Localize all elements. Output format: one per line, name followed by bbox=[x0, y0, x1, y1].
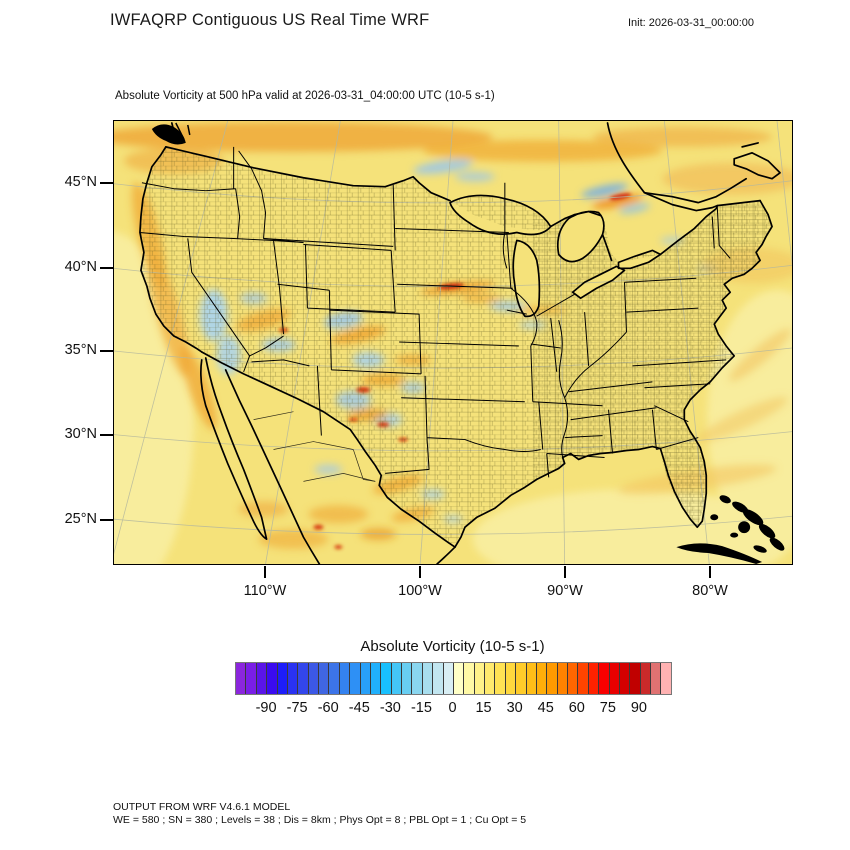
colorbar-tick-label: -75 bbox=[286, 700, 308, 716]
lat-tick-label: 45°N bbox=[64, 174, 97, 191]
colorbar-cell bbox=[516, 663, 527, 694]
colorbar-cell bbox=[308, 663, 319, 694]
colorbar-cell bbox=[485, 663, 496, 694]
colorbar-cell bbox=[298, 663, 309, 694]
colorbar-cell bbox=[402, 663, 413, 694]
colorbar-tick-label: -45 bbox=[348, 700, 370, 716]
footer-line-2: WE = 580 ; SN = 380 ; Levels = 38 ; Dis … bbox=[113, 814, 527, 826]
colorbar-cell bbox=[630, 663, 641, 694]
colorbar-cell bbox=[453, 663, 465, 694]
colorbar-cell bbox=[277, 663, 288, 694]
colorbar-cell bbox=[381, 663, 392, 694]
colorbar-cell bbox=[391, 663, 402, 694]
colorbar-cell bbox=[339, 663, 351, 694]
colorbar-tick-label: -60 bbox=[317, 700, 339, 716]
colorbar-cell bbox=[505, 663, 517, 694]
lon-tick-mark bbox=[419, 566, 422, 578]
mexico-state-lines bbox=[253, 411, 376, 482]
colorbar-tick-label: 15 bbox=[475, 700, 492, 716]
colorbar-cell bbox=[609, 663, 620, 694]
colorbar-cell bbox=[495, 663, 506, 694]
colorbar-cell bbox=[412, 663, 423, 694]
colorbar-cell bbox=[287, 663, 299, 694]
lat-tick-mark bbox=[100, 349, 113, 352]
colorbar-cell bbox=[661, 663, 671, 694]
colorbar-cell bbox=[329, 663, 340, 694]
colorbar-tick-label: 30 bbox=[506, 700, 523, 716]
caribbean-islands bbox=[676, 495, 785, 564]
lat-tick-label: 40°N bbox=[64, 259, 97, 276]
init-timestamp: Init: 2026-03-31_00:00:00 bbox=[628, 17, 754, 29]
colorbar-cell bbox=[443, 663, 454, 694]
colorbar-tick-label: 0 bbox=[448, 700, 457, 716]
lat-tick-label: 35°N bbox=[64, 341, 97, 358]
colorbar-cell bbox=[256, 663, 268, 694]
colorbar-cell bbox=[267, 663, 278, 694]
vorticity-map bbox=[114, 121, 792, 564]
colorbar-tick-label: -30 bbox=[379, 700, 401, 716]
coastlines bbox=[139, 122, 781, 564]
lon-tick-mark bbox=[708, 566, 711, 578]
footer-line-1: OUTPUT FROM WRF V4.6.1 MODEL bbox=[113, 801, 291, 813]
lat-tick-mark bbox=[100, 267, 113, 270]
lat-tick-mark bbox=[100, 519, 113, 522]
lat-tick-label: 30°N bbox=[64, 426, 97, 443]
colorbar-cell bbox=[568, 663, 579, 694]
colorbar-cell bbox=[474, 663, 485, 694]
colorbar-cell bbox=[422, 663, 434, 694]
colorbar-cell bbox=[599, 663, 610, 694]
colorbar-cell bbox=[433, 663, 444, 694]
colorbar-cell bbox=[464, 663, 475, 694]
colorbar-cell bbox=[547, 663, 558, 694]
colorbar-cell bbox=[536, 663, 548, 694]
colorbar bbox=[235, 662, 672, 695]
colorbar-cell bbox=[360, 663, 371, 694]
map-subtitle: Absolute Vorticity at 500 hPa valid at 2… bbox=[115, 90, 495, 102]
colorbar-cell bbox=[640, 663, 651, 694]
colorbar-tick-labels: -90 -75 -60 -45 -30 -15 0 15 30 45 60 75 90 bbox=[235, 700, 670, 720]
colorbar-cell bbox=[588, 663, 600, 694]
colorbar-title: Absolute Vorticity (10-5 s-1) bbox=[360, 638, 545, 655]
colorbar-cell bbox=[370, 663, 382, 694]
page-title: IWFAQRP Contiguous US Real Time WRF bbox=[110, 11, 430, 29]
colorbar-tick-label: 45 bbox=[537, 700, 554, 716]
colorbar-tick-label: 90 bbox=[630, 700, 647, 716]
lat-tick-label: 25°N bbox=[64, 511, 97, 528]
model-footer: OUTPUT FROM WRF V4.6.1 MODEL WE = 580 ; … bbox=[113, 801, 526, 827]
lon-tick-label: 90°W bbox=[547, 583, 583, 599]
colorbar-tick-label: 75 bbox=[599, 700, 616, 716]
vancouver-island bbox=[151, 122, 191, 145]
state-boundaries bbox=[139, 146, 731, 478]
colorbar-cell bbox=[651, 663, 662, 694]
colorbar-cell bbox=[246, 663, 257, 694]
colorbar-tick-label: -90 bbox=[255, 700, 277, 716]
great-lakes bbox=[449, 194, 662, 318]
colorbar-cell bbox=[578, 663, 589, 694]
colorbar-cell bbox=[350, 663, 361, 694]
map-canvas bbox=[113, 120, 793, 565]
lon-tick-label: 80°W bbox=[692, 583, 728, 599]
lon-tick-mark bbox=[263, 566, 266, 578]
colorbar-tick-label: 60 bbox=[568, 700, 585, 716]
lon-tick-mark bbox=[563, 566, 566, 578]
lat-tick-mark bbox=[100, 182, 113, 185]
lat-tick-mark bbox=[100, 434, 113, 437]
colorbar-cell bbox=[319, 663, 330, 694]
lon-tick-label: 110°W bbox=[243, 583, 287, 599]
colorbar-cell bbox=[236, 663, 247, 694]
colorbar-cell bbox=[557, 663, 568, 694]
colorbar-cell bbox=[526, 663, 537, 694]
colorbar-cell bbox=[619, 663, 631, 694]
colorbar-tick-label: -15 bbox=[410, 700, 432, 716]
lon-tick-label: 100°W bbox=[398, 583, 442, 599]
